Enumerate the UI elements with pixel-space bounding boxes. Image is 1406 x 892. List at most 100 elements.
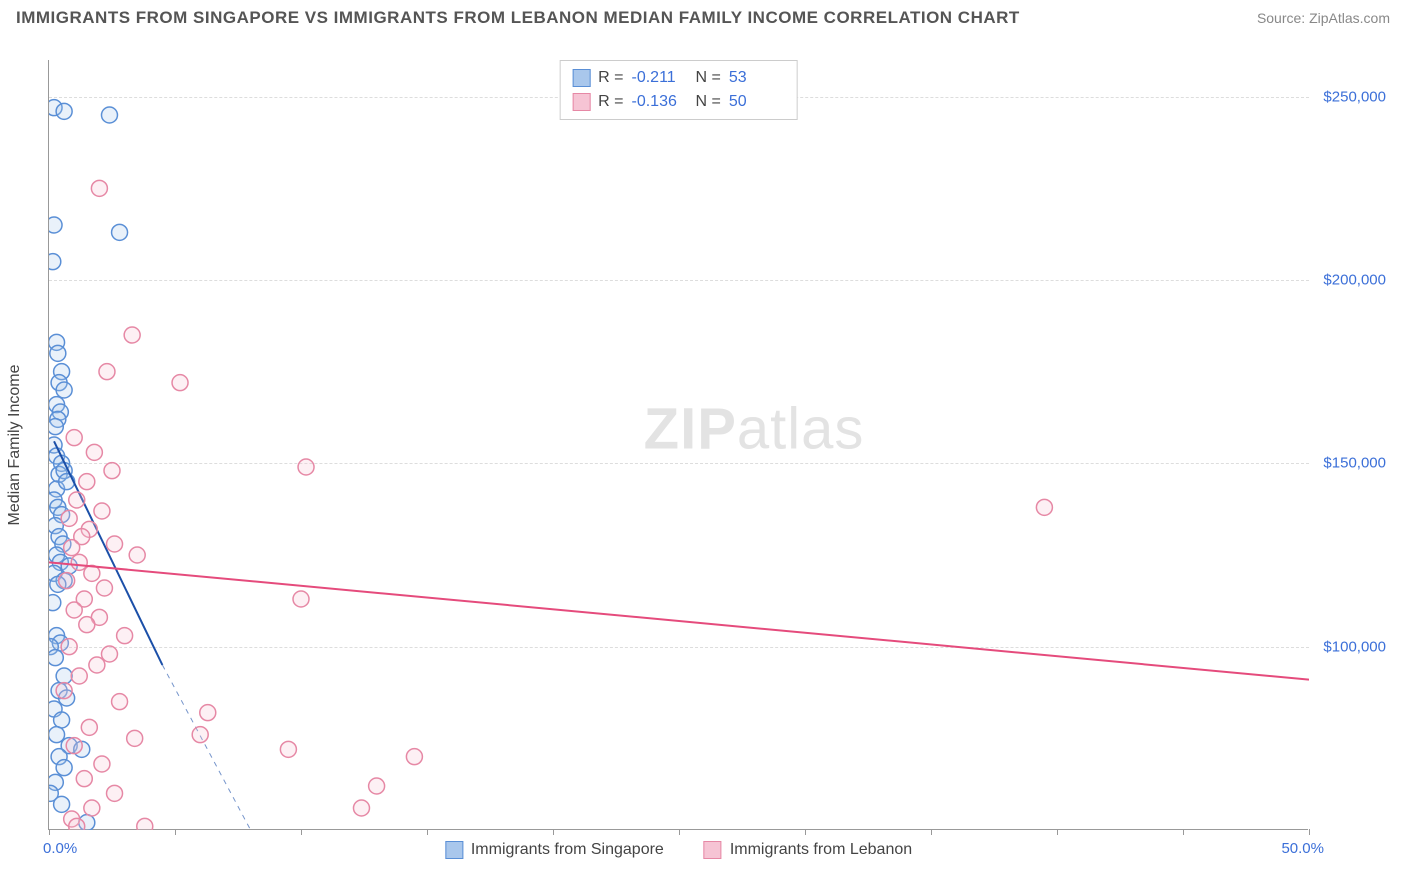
- scatter-point-singapore: [56, 463, 72, 479]
- stats-row-singapore: R = -0.211 N = 53: [572, 66, 785, 90]
- scatter-point-singapore: [49, 785, 58, 801]
- grid-line: [49, 463, 1309, 464]
- scatter-point-singapore: [51, 375, 67, 391]
- legend-label-lebanon: Immigrants from Lebanon: [730, 841, 912, 859]
- watermark-atlas: atlas: [737, 397, 865, 462]
- x-tick: [427, 829, 428, 835]
- scatter-point-singapore: [55, 536, 71, 552]
- scatter-point-lebanon: [66, 738, 82, 754]
- watermark: ZIPatlas: [644, 396, 865, 463]
- scatter-point-lebanon: [79, 617, 95, 633]
- scatter-point-lebanon: [76, 591, 92, 607]
- scatter-point-lebanon: [192, 727, 208, 743]
- legend-item-lebanon: Immigrants from Lebanon: [704, 841, 912, 859]
- r-label: R =: [598, 66, 623, 90]
- y-tick-label: $150,000: [1314, 455, 1386, 472]
- correlation-stats-box: R = -0.211 N = 53 R = -0.136 N = 50: [559, 60, 798, 120]
- scatter-point-lebanon: [112, 694, 128, 710]
- stats-row-lebanon: R = -0.136 N = 50: [572, 90, 785, 114]
- scatter-point-lebanon: [104, 463, 120, 479]
- scatter-point-singapore: [54, 507, 70, 523]
- scatter-point-singapore: [51, 466, 67, 482]
- swatch-lebanon: [572, 93, 590, 111]
- scatter-point-lebanon: [79, 474, 95, 490]
- scatter-point-lebanon: [124, 327, 140, 343]
- x-tick: [301, 829, 302, 835]
- n-label: N =: [696, 90, 721, 114]
- scatter-point-singapore: [59, 474, 75, 490]
- scatter-point-singapore: [56, 668, 72, 684]
- scatter-point-lebanon: [200, 705, 216, 721]
- scatter-point-lebanon: [69, 818, 85, 830]
- scatter-point-singapore: [56, 382, 72, 398]
- scatter-point-lebanon: [84, 800, 100, 816]
- grid-line: [49, 280, 1309, 281]
- scatter-point-lebanon: [74, 529, 90, 545]
- scatter-point-lebanon: [117, 628, 133, 644]
- scatter-point-lebanon: [94, 756, 110, 772]
- scatter-point-singapore: [49, 217, 62, 233]
- swatch-singapore: [572, 69, 590, 87]
- scatter-point-lebanon: [172, 375, 188, 391]
- x-tick: [553, 829, 554, 835]
- x-axis-max-label: 50.0%: [1281, 840, 1324, 857]
- x-tick: [679, 829, 680, 835]
- chart-container: ZIPatlas $100,000$150,000$200,000$250,00…: [48, 60, 1388, 830]
- x-tick: [1183, 829, 1184, 835]
- scatter-point-singapore: [50, 576, 66, 592]
- x-tick: [931, 829, 932, 835]
- scatter-point-singapore: [51, 683, 67, 699]
- scatter-plot-svg: [49, 60, 1309, 830]
- scatter-point-lebanon: [293, 591, 309, 607]
- chart-header: IMMIGRANTS FROM SINGAPORE VS IMMIGRANTS …: [0, 0, 1406, 34]
- scatter-point-lebanon: [107, 785, 123, 801]
- x-tick: [1309, 829, 1310, 835]
- x-tick: [175, 829, 176, 835]
- scatter-point-lebanon: [1036, 499, 1052, 515]
- scatter-point-singapore: [61, 558, 77, 574]
- n-value-lebanon: 50: [729, 90, 785, 114]
- y-tick-label: $100,000: [1314, 638, 1386, 655]
- scatter-point-lebanon: [64, 540, 80, 556]
- scatter-point-lebanon: [86, 444, 102, 460]
- regression-line-lebanon: [49, 562, 1309, 679]
- scatter-point-lebanon: [107, 536, 123, 552]
- scatter-point-lebanon: [353, 800, 369, 816]
- scatter-point-lebanon: [137, 818, 153, 830]
- scatter-point-lebanon: [89, 657, 105, 673]
- scatter-point-singapore: [49, 565, 62, 581]
- r-value-singapore: -0.211: [632, 66, 688, 90]
- scatter-point-singapore: [49, 100, 62, 116]
- chart-title: IMMIGRANTS FROM SINGAPORE VS IMMIGRANTS …: [16, 8, 1020, 28]
- scatter-point-singapore: [49, 774, 63, 790]
- scatter-point-singapore: [50, 499, 66, 515]
- scatter-point-lebanon: [66, 602, 82, 618]
- scatter-point-singapore: [112, 224, 128, 240]
- scatter-point-lebanon: [81, 521, 97, 537]
- swatch-lebanon: [704, 841, 722, 859]
- legend-label-singapore: Immigrants from Singapore: [471, 841, 664, 859]
- scatter-point-singapore: [49, 701, 62, 717]
- scatter-point-singapore: [59, 690, 75, 706]
- scatter-point-singapore: [49, 481, 65, 497]
- scatter-point-lebanon: [369, 778, 385, 794]
- scatter-point-singapore: [56, 103, 72, 119]
- x-axis-min-label: 0.0%: [43, 840, 77, 857]
- scatter-point-singapore: [49, 397, 65, 413]
- scatter-point-lebanon: [76, 771, 92, 787]
- scatter-point-lebanon: [71, 668, 87, 684]
- scatter-point-singapore: [49, 419, 63, 435]
- scatter-point-singapore: [49, 448, 65, 464]
- scatter-point-singapore: [54, 796, 70, 812]
- scatter-point-lebanon: [101, 646, 117, 662]
- legend-item-singapore: Immigrants from Singapore: [445, 841, 664, 859]
- watermark-zip: ZIP: [644, 397, 737, 462]
- x-tick: [805, 829, 806, 835]
- regression-extension-singapore: [162, 665, 250, 830]
- x-tick: [1057, 829, 1058, 835]
- scatter-point-singapore: [49, 650, 63, 666]
- r-value-lebanon: -0.136: [632, 90, 688, 114]
- x-tick: [49, 829, 50, 835]
- scatter-point-lebanon: [91, 180, 107, 196]
- scatter-point-singapore: [56, 573, 72, 589]
